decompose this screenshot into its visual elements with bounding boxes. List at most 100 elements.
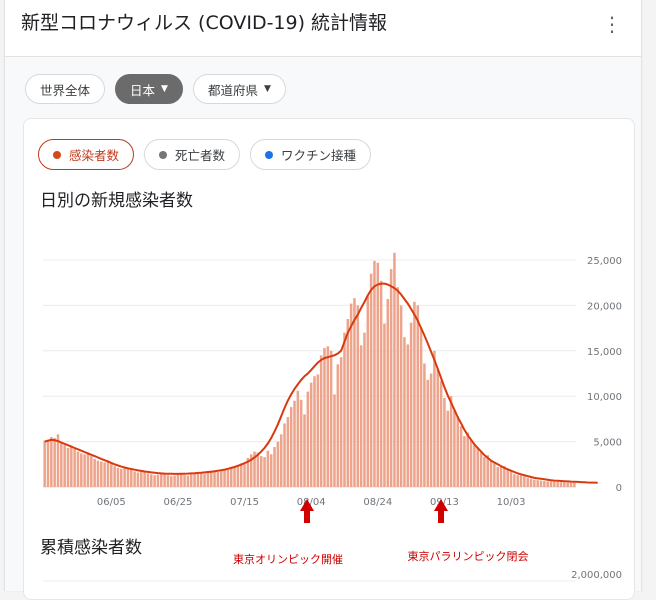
bar xyxy=(143,472,146,487)
bar xyxy=(239,463,243,487)
chip-prefecture[interactable]: 都道府県 ▼ xyxy=(192,74,286,104)
bar xyxy=(273,447,276,487)
bar xyxy=(176,474,180,487)
bar xyxy=(443,398,446,487)
bar xyxy=(433,350,436,487)
page-title: 新型コロナウィルス (COVID-19) 統計情報 xyxy=(21,12,388,34)
bar xyxy=(93,458,96,487)
bar xyxy=(276,441,280,487)
bar xyxy=(526,477,529,487)
bar xyxy=(376,262,380,487)
bar xyxy=(333,394,336,487)
bar xyxy=(80,453,83,487)
bar xyxy=(279,434,283,487)
bar xyxy=(519,474,523,487)
more-options-icon[interactable]: ⋮ xyxy=(602,12,623,36)
bar xyxy=(223,469,226,487)
bar xyxy=(373,260,376,487)
bar xyxy=(120,468,123,487)
bar xyxy=(363,332,366,487)
bar xyxy=(130,469,133,487)
chip-label: 日本 xyxy=(130,82,156,98)
tab-vaccination[interactable]: ワクチン接種 xyxy=(250,139,372,170)
bar xyxy=(219,470,223,487)
bar xyxy=(136,472,140,487)
bar xyxy=(269,454,273,487)
bar xyxy=(556,481,559,487)
x-tick-label: 10/03 xyxy=(497,497,526,508)
bar xyxy=(396,287,400,487)
bar xyxy=(110,463,113,487)
tab-cases[interactable]: 感染者数 xyxy=(38,139,135,170)
trend-line xyxy=(44,282,598,484)
bar xyxy=(226,468,230,487)
x-tick-label: 07/15 xyxy=(230,497,259,508)
bar xyxy=(409,322,413,487)
bar xyxy=(206,471,210,487)
bar xyxy=(53,437,56,487)
bar xyxy=(439,380,443,487)
chart-bars xyxy=(43,252,576,487)
bar xyxy=(103,462,106,487)
bar xyxy=(479,452,483,487)
bar xyxy=(459,426,463,487)
bar xyxy=(216,472,220,487)
bar xyxy=(456,416,460,487)
bar xyxy=(569,482,573,487)
tab-label: 死亡者数 xyxy=(175,148,226,163)
bar xyxy=(309,382,313,487)
bar xyxy=(516,475,519,487)
bar xyxy=(553,481,556,487)
bar xyxy=(343,332,346,487)
x-tick-label: 06/05 xyxy=(97,497,126,508)
bar xyxy=(323,348,326,487)
vaccination-dot-icon xyxy=(265,150,274,159)
bar xyxy=(329,350,333,487)
bar xyxy=(483,457,486,487)
bar xyxy=(266,450,270,487)
bar xyxy=(259,456,263,487)
stats-panel: 新型コロナウィルス (COVID-19) 統計情報 ⋮ 世界全体 日本 ▼ 都道府… xyxy=(4,0,642,600)
bar xyxy=(193,473,196,487)
bar xyxy=(126,468,130,487)
bar xyxy=(506,469,509,487)
bar xyxy=(209,470,213,487)
bar xyxy=(423,363,426,487)
bar xyxy=(366,296,370,487)
bar xyxy=(123,467,126,487)
bar xyxy=(296,390,300,487)
x-tick-label: 06/25 xyxy=(164,497,193,508)
bar xyxy=(43,440,46,487)
bar xyxy=(419,328,423,487)
bar xyxy=(286,417,290,487)
bar xyxy=(359,345,363,487)
bar xyxy=(229,467,233,487)
olympics-annotation: 東京オリンピック開催 xyxy=(233,552,343,566)
bar xyxy=(453,410,456,487)
tab-deaths[interactable]: 死亡者数 xyxy=(144,139,241,170)
bar xyxy=(379,280,383,487)
bar xyxy=(183,475,186,487)
caret-down-icon: ▼ xyxy=(161,84,168,94)
bar xyxy=(133,471,136,487)
bar xyxy=(316,374,320,487)
bar xyxy=(346,319,350,487)
bar xyxy=(353,298,356,487)
bar xyxy=(63,445,66,487)
bar xyxy=(393,252,396,487)
chip-world[interactable]: 世界全体 xyxy=(25,74,106,104)
y-tick-label: 15,000 xyxy=(587,347,622,358)
bar xyxy=(86,452,90,487)
bar xyxy=(100,461,103,487)
bar xyxy=(413,301,416,487)
bar xyxy=(303,414,306,487)
chip-japan[interactable]: 日本 ▼ xyxy=(115,74,183,104)
panel-header: 新型コロナウィルス (COVID-19) 統計情報 ⋮ xyxy=(5,0,641,57)
bar xyxy=(469,439,473,487)
bar xyxy=(76,451,80,487)
cases-dot-icon xyxy=(53,150,61,159)
bar xyxy=(70,446,73,487)
bar xyxy=(463,436,466,487)
bar xyxy=(156,474,160,487)
chart-grid xyxy=(43,259,576,488)
